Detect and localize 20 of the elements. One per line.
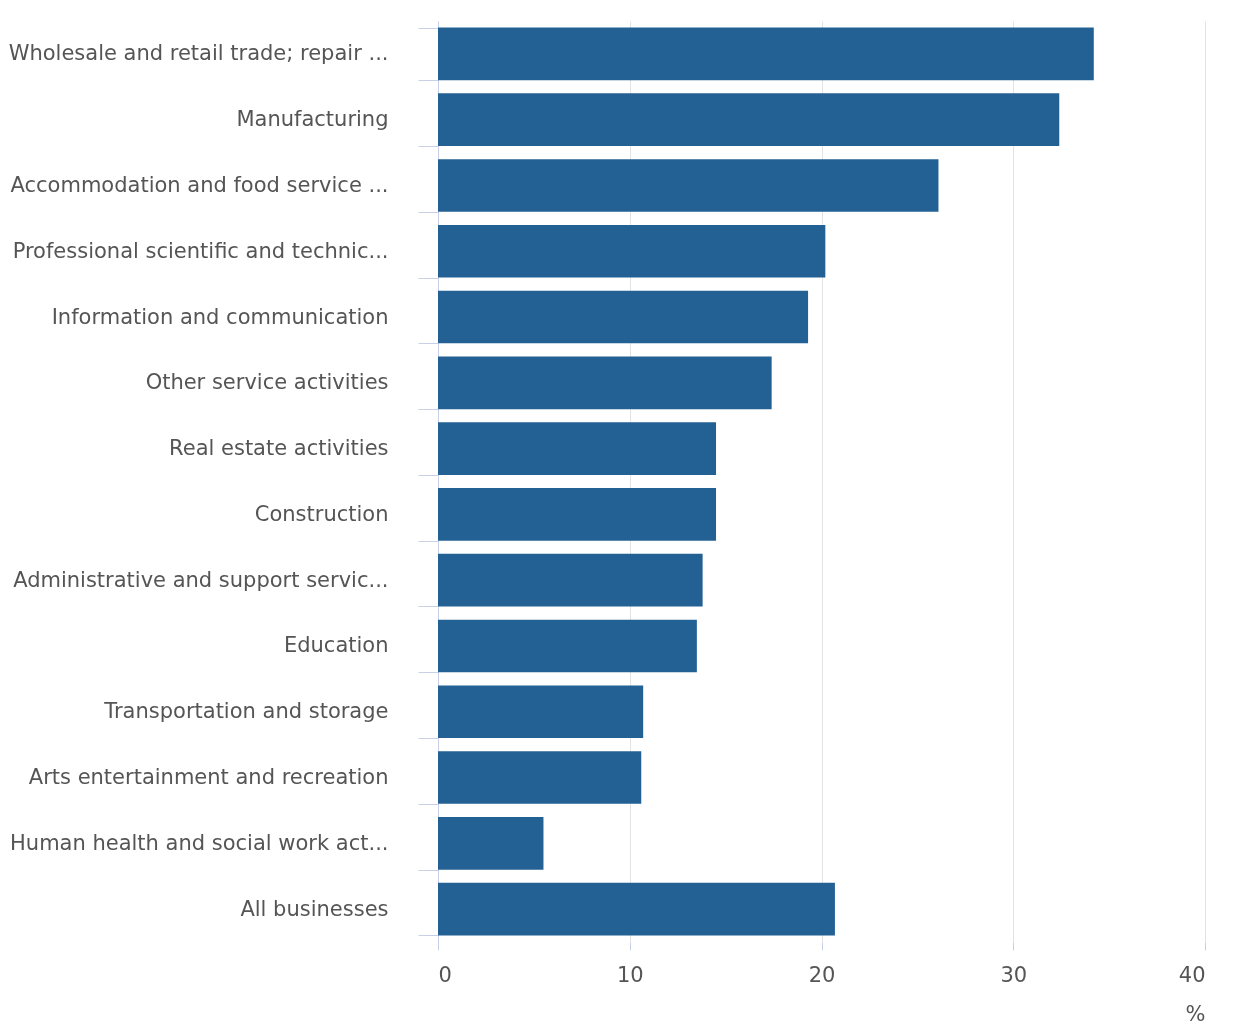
x-tick-label: 20 — [808, 962, 836, 987]
y-tick-label: Human health and social work act... — [10, 830, 389, 855]
x-axis-title: % — [1185, 1001, 1206, 1025]
y-tick-label: Education — [283, 633, 389, 658]
y-tick-label: Professional scientific and technic... — [12, 238, 389, 263]
y-tick-label: Accommodation and food service ... — [10, 172, 389, 197]
y-tick-label: Wholesale and retail trade; repair ... — [8, 41, 389, 66]
y-tick-label: Construction — [254, 501, 389, 526]
y-tick-label: All businesses — [240, 896, 389, 921]
x-tick-label: 30 — [1000, 962, 1028, 987]
x-tick-label: 10 — [616, 962, 644, 987]
x-tick-label: 0 — [438, 962, 452, 987]
y-tick-label: Transportation and storage — [103, 699, 389, 724]
y-tick-label: Other service activities — [145, 370, 389, 395]
y-tick-label: Manufacturing — [236, 107, 389, 132]
y-tick-label: Real estate activities — [169, 436, 389, 461]
y-tick-label: Administrative and support servic... — [13, 567, 389, 592]
x-tick-label: 40 — [1178, 962, 1206, 987]
y-tick-label: Information and communication — [51, 304, 389, 329]
y-tick-label: Arts entertainment and recreation — [28, 765, 389, 790]
